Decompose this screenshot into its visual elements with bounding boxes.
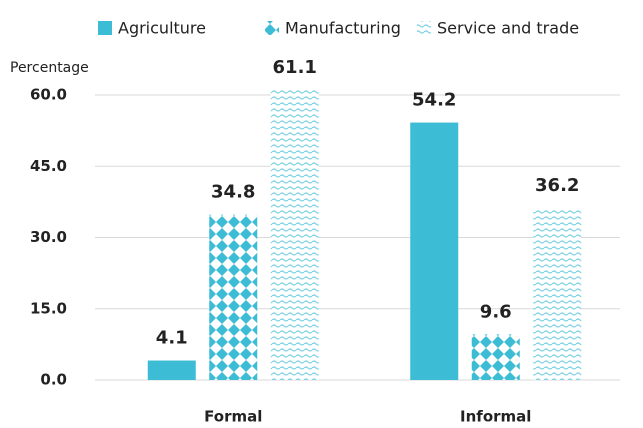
data-label: 36.2: [535, 175, 579, 196]
y-axis-label: Percentage: [10, 60, 89, 76]
y-tick-label: 15.0: [30, 299, 67, 317]
bar: [147, 360, 196, 380]
bar: [533, 208, 582, 380]
legend-swatch: [417, 21, 431, 35]
legend-swatch: [98, 21, 112, 35]
data-label: 9.6: [480, 301, 512, 322]
legend-label: Service and trade: [437, 19, 579, 38]
data-label: 34.8: [211, 182, 255, 203]
bar: [410, 122, 459, 381]
legend-label: Manufacturing: [285, 19, 401, 38]
bar: [270, 89, 319, 381]
x-tick-label: Formal: [204, 408, 262, 426]
bar: [471, 334, 520, 380]
data-label: 54.2: [412, 90, 456, 111]
y-tick-label: 45.0: [30, 157, 67, 175]
y-tick-label: 60.0: [30, 86, 67, 104]
data-label: 4.1: [156, 328, 188, 349]
bar: [209, 214, 258, 380]
data-label: 61.1: [273, 57, 317, 78]
y-tick-label: 30.0: [30, 228, 67, 246]
y-tick-label: 0.0: [40, 371, 67, 389]
legend-swatch: [265, 21, 279, 35]
x-tick-label: Informal: [460, 408, 531, 426]
legend-label: Agriculture: [118, 19, 206, 38]
